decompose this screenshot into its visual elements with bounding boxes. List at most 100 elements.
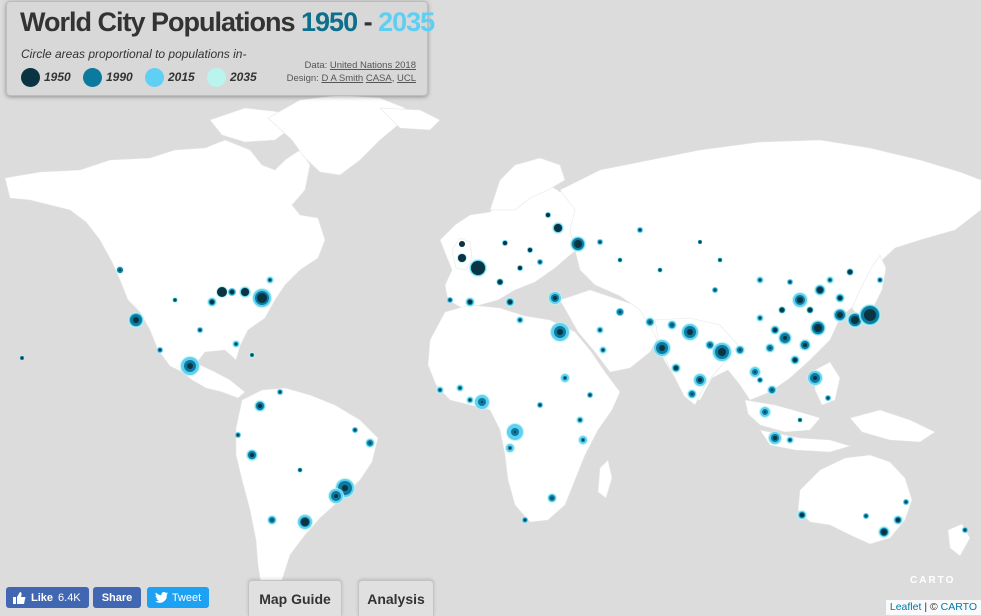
city-circle-108-c50[interactable] [459,241,465,247]
city-circle-74-c50[interactable] [799,419,801,421]
city-circle-107-c50[interactable] [21,357,23,359]
city-circle-11-c50[interactable] [269,279,271,281]
city-circle-4-c50[interactable] [210,300,214,304]
city-circle-28-c50[interactable] [498,280,502,284]
city-circle-60-c50[interactable] [698,378,702,382]
city-circle-94-c50[interactable] [829,279,831,281]
city-circle-21-c50[interactable] [369,442,371,444]
city-circle-29-c50[interactable] [539,261,541,263]
tab-analysis[interactable]: Analysis [358,580,434,616]
city-circle-41-c50[interactable] [599,329,601,331]
city-circle-95-c50[interactable] [848,270,852,274]
city-circle-93-c50[interactable] [789,281,791,283]
city-circle-67-c50[interactable] [754,371,756,373]
city-circle-48-c50[interactable] [582,439,584,441]
city-circle-22-c50[interactable] [354,429,356,431]
city-circle-16-c50[interactable] [250,453,254,457]
city-circle-76-c50[interactable] [797,297,803,303]
city-circle-90-c50[interactable] [759,317,761,319]
city-circle-105-c50[interactable] [905,501,907,503]
city-circle-20-c50[interactable] [271,519,273,521]
city-circle-69-c50[interactable] [764,411,766,413]
city-circle-100-c50[interactable] [699,241,701,243]
city-circle-81-c50[interactable] [837,312,843,318]
city-circle-52-c50[interactable] [439,389,441,391]
city-circle-40-c50[interactable] [519,319,521,321]
city-circle-45-c50[interactable] [469,399,471,401]
legend-item-1950[interactable]: 1950 [21,65,71,89]
tweet-button[interactable]: Tweet [147,587,209,608]
city-circle-2-c50[interactable] [217,287,227,297]
leaflet-link[interactable]: Leaflet [889,601,922,613]
city-circle-77-c50[interactable] [814,324,822,332]
city-circle-87-c50[interactable] [793,358,797,362]
city-circle-35-c50[interactable] [449,299,451,301]
city-circle-85-c50[interactable] [817,287,823,293]
designer-link[interactable]: D A Smith [321,73,364,84]
city-circle-26-c50[interactable] [458,254,466,262]
city-circle-43-c50[interactable] [602,349,604,351]
legend-item-2015[interactable]: 2015 [145,65,195,89]
city-circle-103-c50[interactable] [800,513,804,517]
city-circle-32-c50[interactable] [553,296,557,300]
city-circle-83-c50[interactable] [864,309,876,321]
city-circle-3-c50[interactable] [230,290,234,294]
facebook-like-button[interactable]: Like 6.4K [6,587,89,608]
city-circle-89-c50[interactable] [808,308,812,312]
city-circle-51-c50[interactable] [524,519,526,521]
city-circle-23-c50[interactable] [237,434,239,436]
city-circle-75-c50[interactable] [759,379,761,381]
city-circle-9-c50[interactable] [199,329,201,331]
city-circle-86-c50[interactable] [773,328,777,332]
city-circle-101-c50[interactable] [881,529,887,535]
city-circle-44-c50[interactable] [481,401,483,403]
tab-map-guide[interactable]: Map Guide [248,580,342,616]
city-circle-70-c50[interactable] [773,436,777,440]
city-circle-7-c50[interactable] [235,343,237,345]
city-circle-102-c50[interactable] [896,518,900,522]
city-circle-56-c50[interactable] [539,404,541,406]
city-circle-0-c50[interactable] [257,293,267,303]
city-circle-15-c50[interactable] [258,404,262,408]
city-circle-84-c50[interactable] [838,296,842,300]
city-circle-58-c50[interactable] [687,329,693,335]
data-source-link[interactable]: United Nations 2018 [329,60,416,71]
city-circle-18-c50[interactable] [334,494,338,498]
city-circle-68-c50[interactable] [771,389,773,391]
city-circle-55-c50[interactable] [589,394,591,396]
city-circle-49-c50[interactable] [564,377,566,379]
carto-link[interactable]: CARTO [940,601,977,613]
city-circle-59-c50[interactable] [718,348,726,356]
city-circle-10-c50[interactable] [119,269,121,271]
city-circle-82-c50[interactable] [851,316,859,324]
city-circle-57-c50[interactable] [659,345,665,351]
city-circle-47-c50[interactable] [509,447,511,449]
city-circle-53-c50[interactable] [459,387,461,389]
legend-item-1990[interactable]: 1990 [83,65,133,89]
city-circle-25-c50[interactable] [471,261,485,275]
city-circle-65-c50[interactable] [671,324,673,326]
city-circle-37-c50[interactable] [599,241,601,243]
city-circle-36-c50[interactable] [528,248,532,252]
city-circle-109-c50[interactable] [503,241,507,245]
casa-link[interactable]: CASA [365,73,392,84]
city-circle-106-c50[interactable] [964,529,966,531]
city-circle-104-c50[interactable] [865,515,867,517]
city-circle-46-c50[interactable] [514,431,516,433]
city-circle-42-c50[interactable] [619,311,621,313]
city-circle-54-c50[interactable] [579,419,581,421]
city-circle-14-c50[interactable] [279,391,281,393]
city-circle-66-c50[interactable] [739,349,741,351]
city-circle-8-c50[interactable] [174,299,176,301]
ucl-link[interactable]: UCL [396,73,416,84]
city-circle-12-c50[interactable] [159,349,161,351]
city-circle-80-c50[interactable] [803,343,807,347]
city-circle-79-c50[interactable] [769,347,771,349]
city-circle-72-c50[interactable] [813,376,817,380]
city-circle-62-c50[interactable] [674,366,678,370]
city-circle-98-c50[interactable] [659,269,661,271]
city-circle-1-c50[interactable] [241,288,249,296]
city-circle-24-c50[interactable] [299,469,301,471]
city-circle-38-c50[interactable] [619,259,621,261]
city-circle-71-c50[interactable] [789,439,791,441]
